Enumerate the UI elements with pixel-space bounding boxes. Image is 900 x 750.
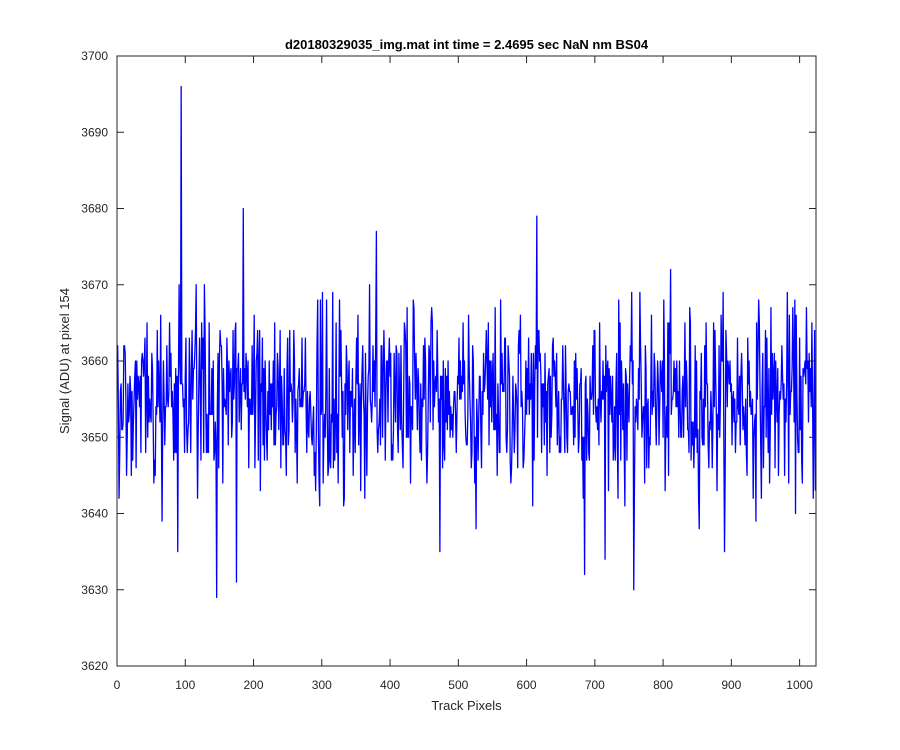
y-tick-label: 3630: [81, 583, 108, 597]
x-tick-label: 100: [175, 678, 195, 692]
x-tick-label: 200: [244, 678, 264, 692]
chart-title: d20180329035_img.mat int time = 2.4695 s…: [285, 37, 649, 52]
x-tick-label: 600: [517, 678, 537, 692]
y-tick-label: 3670: [81, 278, 108, 292]
y-tick-label: 3650: [81, 430, 108, 444]
x-tick-label: 800: [653, 678, 673, 692]
x-tick-label: 900: [721, 678, 741, 692]
series-layer: [116, 85, 816, 599]
y-tick-label: 3660: [81, 354, 108, 368]
x-tick-label: 500: [448, 678, 468, 692]
y-tick-label: 3640: [81, 507, 108, 521]
x-tick-label: 400: [380, 678, 400, 692]
y-axis-label: Signal (ADU) at pixel 154: [57, 288, 72, 434]
x-tick-label: 300: [312, 678, 332, 692]
y-tick-label: 3680: [81, 202, 108, 216]
x-tick-label: 1000: [786, 678, 813, 692]
y-tick-label: 3690: [81, 125, 108, 139]
y-tick-label: 3620: [81, 659, 108, 673]
axes-layer: 0 100 200 300 400 500 600 700 800 900 1000 3620 3630…: [81, 49, 817, 692]
signal-line: [116, 85, 816, 599]
x-tick-label: 0: [114, 678, 121, 692]
x-axis-label: Track Pixels: [431, 698, 502, 713]
x-tick-label: 700: [585, 678, 605, 692]
y-tick-label: 3700: [81, 49, 108, 63]
